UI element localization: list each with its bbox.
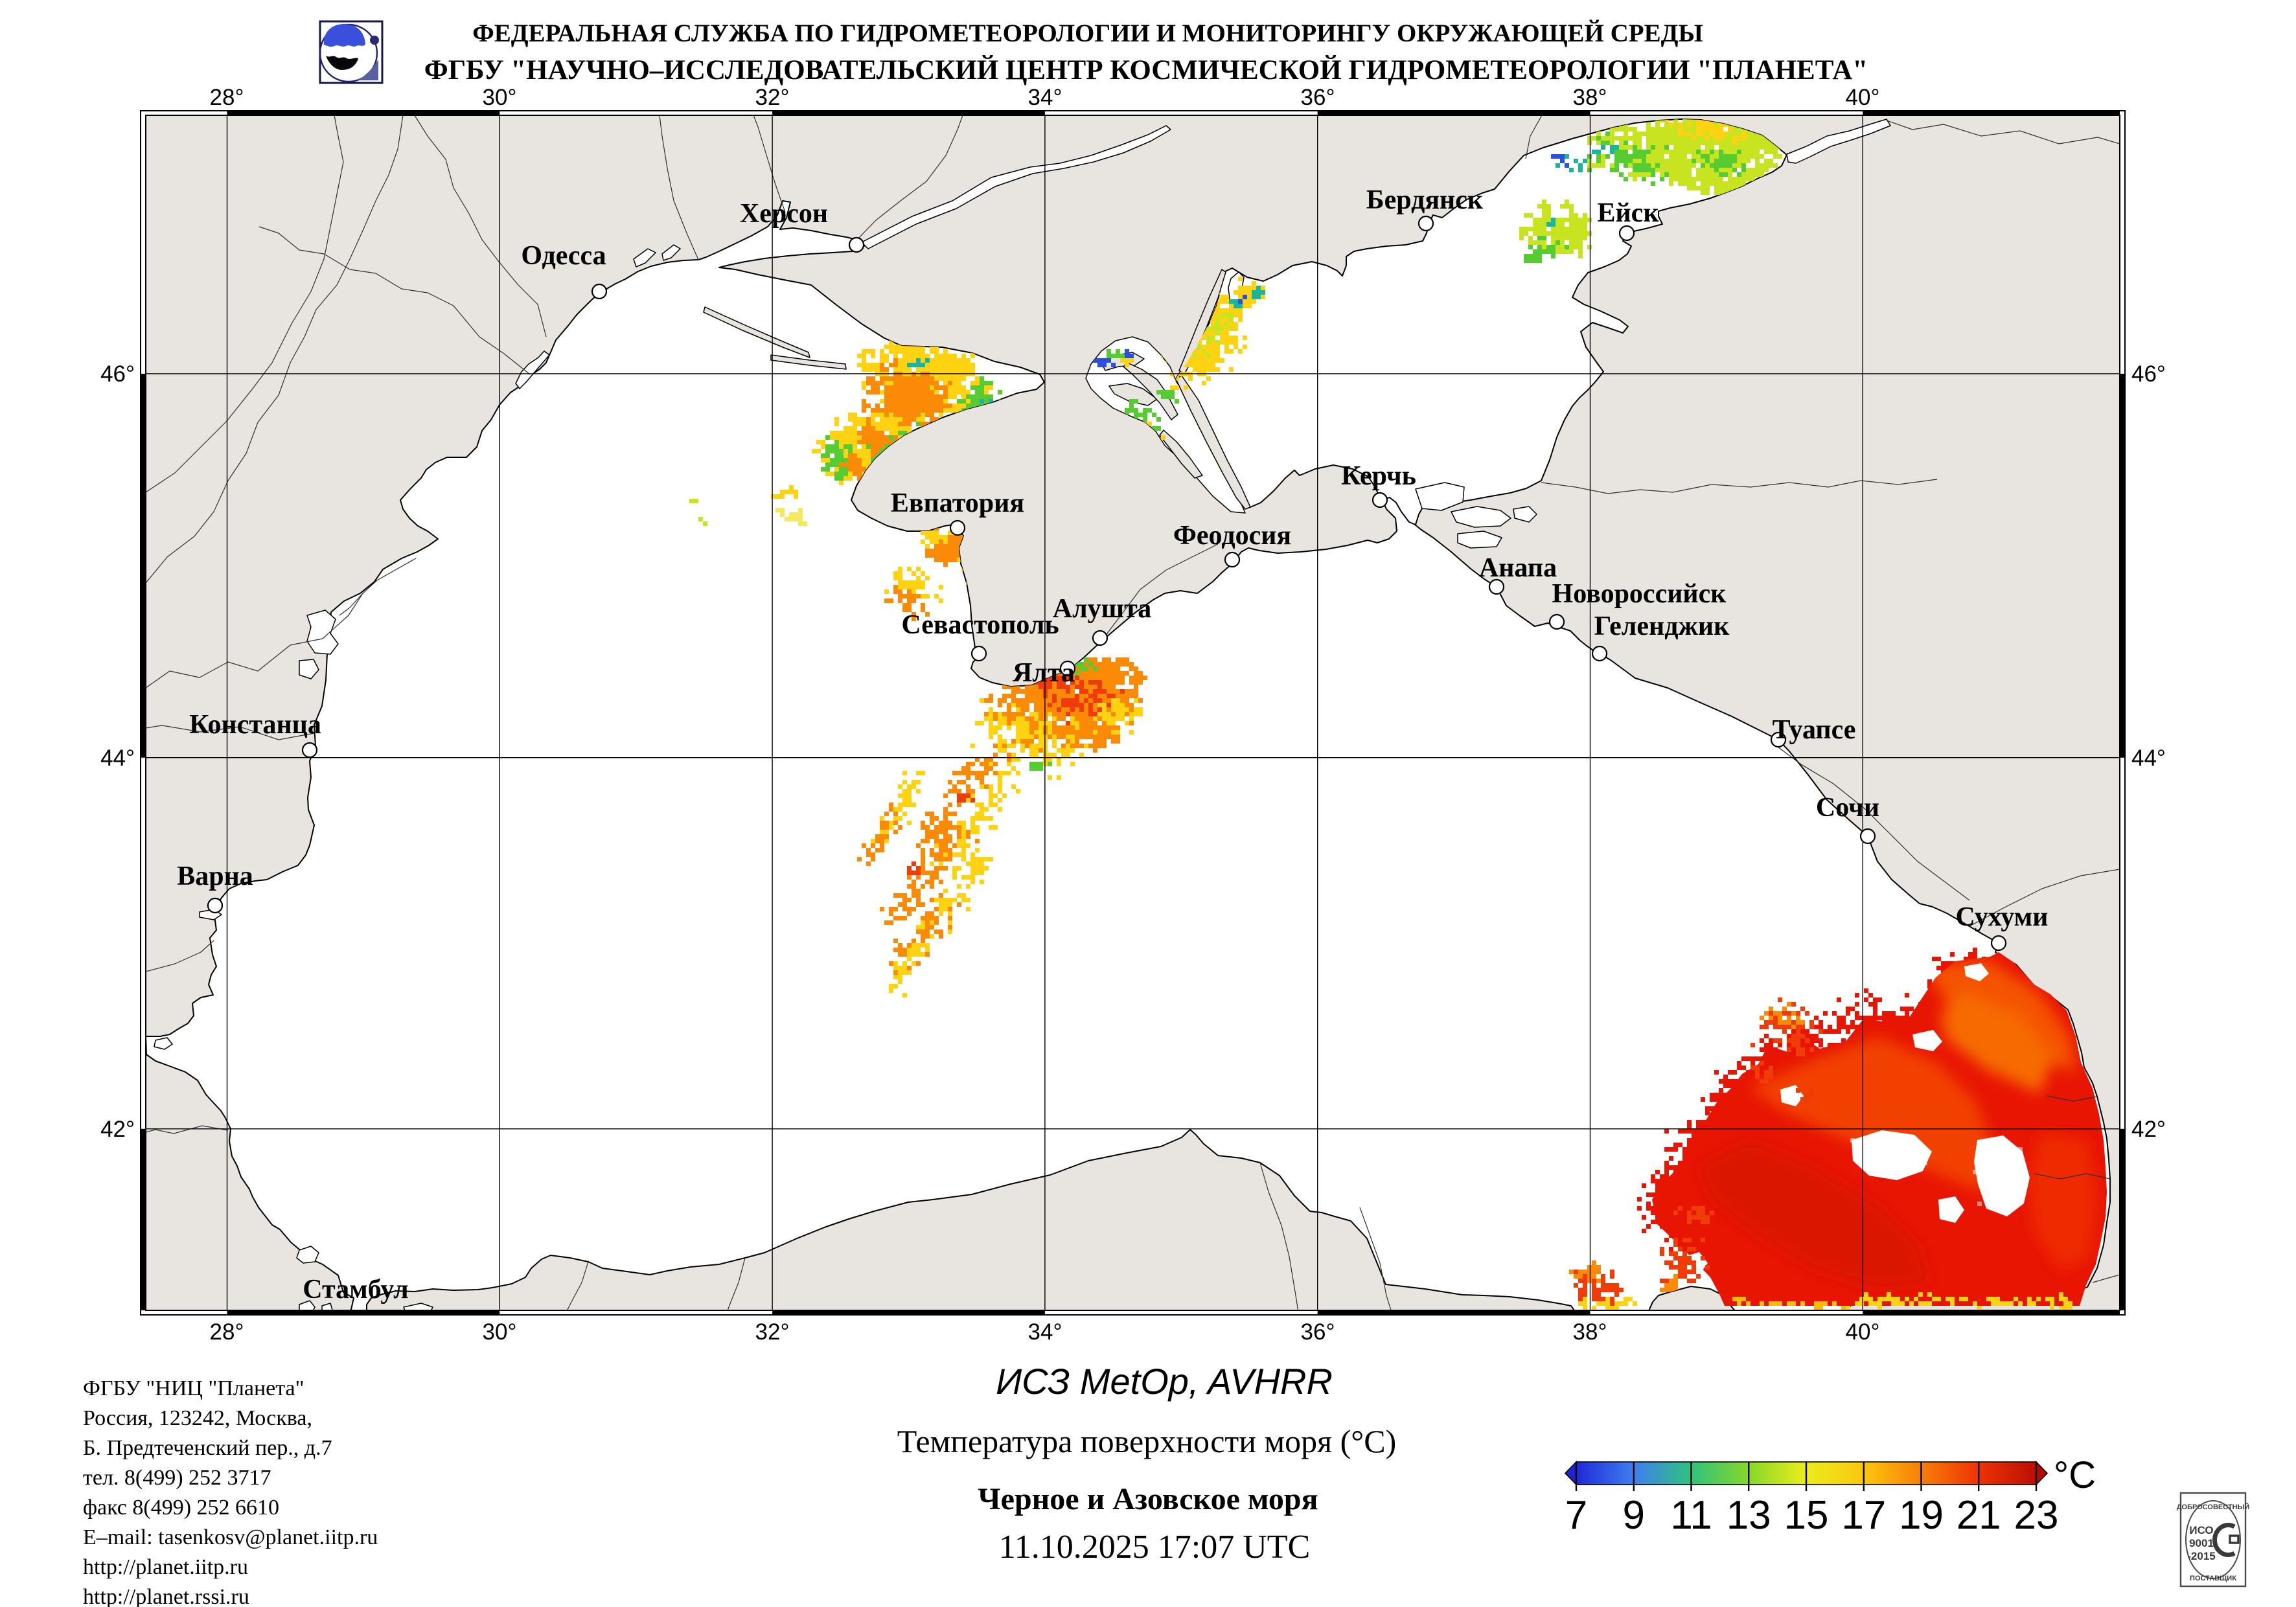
svg-text:44°: 44° (2131, 746, 2166, 771)
svg-text:Анапа: Анапа (1479, 553, 1557, 583)
svg-text:Сухуми: Сухуми (1956, 902, 2049, 932)
svg-text:ФГБУ "НАУЧНО–ИССЛЕДОВАТЕЛЬСКИЙ: ФГБУ "НАУЧНО–ИССЛЕДОВАТЕЛЬСКИЙ ЦЕНТР КОС… (424, 55, 1868, 85)
svg-text:Геленджик: Геленджик (1594, 611, 1730, 641)
svg-text:7: 7 (1565, 1493, 1587, 1538)
svg-text:-2015: -2015 (2187, 1550, 2215, 1562)
svg-text:Ейск: Ейск (1597, 198, 1659, 228)
svg-text:Ялта: Ялта (1013, 658, 1075, 688)
svg-text:ИСО: ИСО (2189, 1524, 2213, 1536)
svg-text:Севастополь: Севастополь (901, 610, 1059, 640)
svg-text:38°: 38° (1573, 85, 1607, 110)
svg-text:19: 19 (1899, 1493, 1944, 1538)
svg-text:Варна: Варна (177, 861, 253, 891)
svg-text:ИСЗ MetOp, AVHRR: ИСЗ MetOp, AVHRR (996, 1361, 1333, 1402)
svg-text:ПОСТАВЩИК: ПОСТАВЩИК (2190, 1575, 2236, 1582)
svg-text:36°: 36° (1301, 1319, 1335, 1345)
svg-text:Херсон: Херсон (740, 199, 828, 229)
svg-text:Феодосия: Феодосия (1173, 521, 1291, 551)
svg-text:Черное и Азовское моря: Черное и Азовское моря (978, 1482, 1318, 1516)
svg-text:30°: 30° (483, 85, 517, 110)
svg-text:ФГБУ "НИЦ "Планета": ФГБУ "НИЦ "Планета" (83, 1376, 304, 1400)
svg-text:9001: 9001 (2189, 1537, 2214, 1549)
svg-text:Температура поверхности моря (: Температура поверхности моря (°C) (897, 1423, 1397, 1459)
svg-text:34°: 34° (1028, 1319, 1062, 1345)
svg-text:Одесса: Одесса (521, 241, 606, 271)
svg-text:Россия, 123242, Москва,: Россия, 123242, Москва, (83, 1406, 312, 1430)
svg-text:30°: 30° (483, 1319, 517, 1345)
svg-text:Керчь: Керчь (1341, 461, 1416, 491)
svg-text:9: 9 (1623, 1493, 1645, 1538)
svg-text:46°: 46° (100, 361, 135, 387)
svg-text:http://planet.rssi.ru: http://planet.rssi.ru (83, 1585, 249, 1607)
svg-text:32°: 32° (755, 1319, 790, 1345)
svg-text:11: 11 (1670, 1493, 1712, 1538)
svg-text:32°: 32° (755, 85, 790, 110)
svg-text:15: 15 (1784, 1493, 1829, 1538)
svg-text:34°: 34° (1028, 85, 1062, 110)
svg-text:Новороссийск: Новороссийск (1552, 579, 1727, 609)
svg-text:11.10.2025 17:07 UTC: 11.10.2025 17:07 UTC (999, 1529, 1311, 1566)
svg-text:Стамбул: Стамбул (303, 1275, 408, 1305)
svg-text:36°: 36° (1301, 85, 1335, 110)
svg-text:Бердянск: Бердянск (1366, 185, 1484, 215)
svg-text:42°: 42° (2131, 1117, 2166, 1142)
svg-text:40°: 40° (1846, 85, 1880, 110)
svg-text:28°: 28° (210, 1319, 244, 1345)
svg-text:°C: °C (2054, 1454, 2096, 1496)
svg-text:ФЕДЕРАЛЬНАЯ СЛУЖБА ПО ГИДРОМЕТ: ФЕДЕРАЛЬНАЯ СЛУЖБА ПО ГИДРОМЕТЕОРОЛОГИИ … (472, 19, 1703, 47)
svg-text:28°: 28° (210, 85, 244, 110)
svg-text:40°: 40° (1846, 1319, 1880, 1345)
svg-text:E–mail: tasenkosv@planet.iitp.: E–mail: tasenkosv@planet.iitp.ru (83, 1525, 378, 1549)
svg-text:21: 21 (1957, 1493, 2001, 1538)
svg-text:Констанца: Констанца (189, 710, 321, 740)
svg-text:тел. 8(499) 252 3717: тел. 8(499) 252 3717 (83, 1466, 271, 1490)
svg-text:Алушта: Алушта (1053, 594, 1152, 624)
svg-text:23: 23 (2014, 1493, 2059, 1538)
svg-text:Туапсе: Туапсе (1773, 715, 1856, 745)
svg-text:http://planet.iitp.ru: http://planet.iitp.ru (83, 1555, 248, 1579)
svg-text:38°: 38° (1573, 1319, 1607, 1345)
svg-text:Сочи: Сочи (1816, 793, 1879, 823)
svg-text:44°: 44° (100, 746, 135, 771)
svg-text:Евпатория: Евпатория (891, 488, 1024, 518)
svg-text:17: 17 (1841, 1493, 1886, 1538)
svg-text:46°: 46° (2131, 361, 2166, 387)
svg-text:42°: 42° (100, 1117, 135, 1142)
svg-text:ДОБРОСОВЕСТНЫЙ: ДОБРОСОВЕСТНЫЙ (2177, 1503, 2250, 1511)
svg-text:факс 8(499) 252 6610: факс 8(499) 252 6610 (83, 1496, 279, 1520)
svg-text:Б. Предтеченский пер., д.7: Б. Предтеченский пер., д.7 (83, 1436, 332, 1460)
svg-text:13: 13 (1727, 1493, 1771, 1538)
